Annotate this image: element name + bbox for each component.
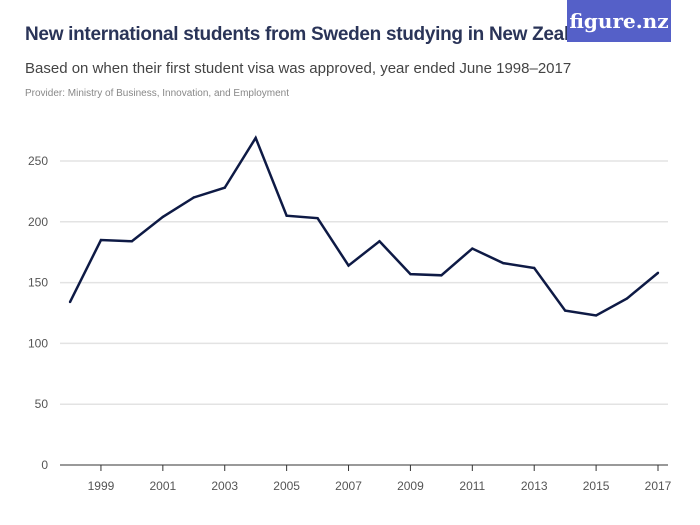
y-tick-label: 150 [28, 276, 48, 290]
data-point [316, 216, 319, 220]
x-tick-label: 2011 [459, 479, 485, 493]
data-point [594, 314, 598, 317]
figure-nz-logo[interactable]: figure.nz [567, 0, 671, 42]
x-tick-label: 2001 [149, 479, 176, 493]
chart-subtitle: Based on when their first student visa w… [25, 60, 572, 77]
chart-title: New international students from Sweden s… [25, 24, 602, 45]
x-tick-label: 2007 [335, 479, 362, 493]
y-tick-label: 100 [28, 336, 48, 350]
data-point [192, 196, 195, 199]
data-point [471, 247, 474, 250]
x-tick-label: 2017 [645, 479, 672, 493]
data-point [285, 214, 288, 217]
x-tick-label: 1999 [88, 479, 115, 493]
data-point [533, 266, 536, 270]
x-tick-label: 2015 [583, 479, 610, 493]
data-point [625, 297, 629, 300]
data-point [347, 264, 350, 267]
data-point [161, 215, 165, 219]
data-point [223, 186, 226, 189]
y-tick-label: 50 [35, 397, 49, 411]
data-point [99, 238, 103, 242]
provider-note: Provider: Ministry of Business, Innovati… [25, 88, 290, 99]
x-tick-label: 2013 [521, 479, 548, 493]
series-line [68, 135, 659, 317]
x-tick-label: 2003 [211, 479, 238, 493]
x-tick-label: 2009 [397, 479, 424, 493]
data-point [440, 274, 443, 277]
data-point [254, 136, 257, 140]
y-tick-label: 0 [41, 458, 48, 472]
x-tick-label: 2005 [273, 479, 300, 493]
data-point [409, 272, 412, 276]
data-point [378, 240, 381, 243]
y-tick-label: 200 [28, 215, 48, 229]
data-point [656, 271, 660, 275]
data-point [502, 261, 505, 265]
data-point [68, 300, 72, 304]
data-point [130, 240, 134, 243]
data-point [563, 309, 567, 312]
y-tick-label: 250 [28, 154, 48, 168]
